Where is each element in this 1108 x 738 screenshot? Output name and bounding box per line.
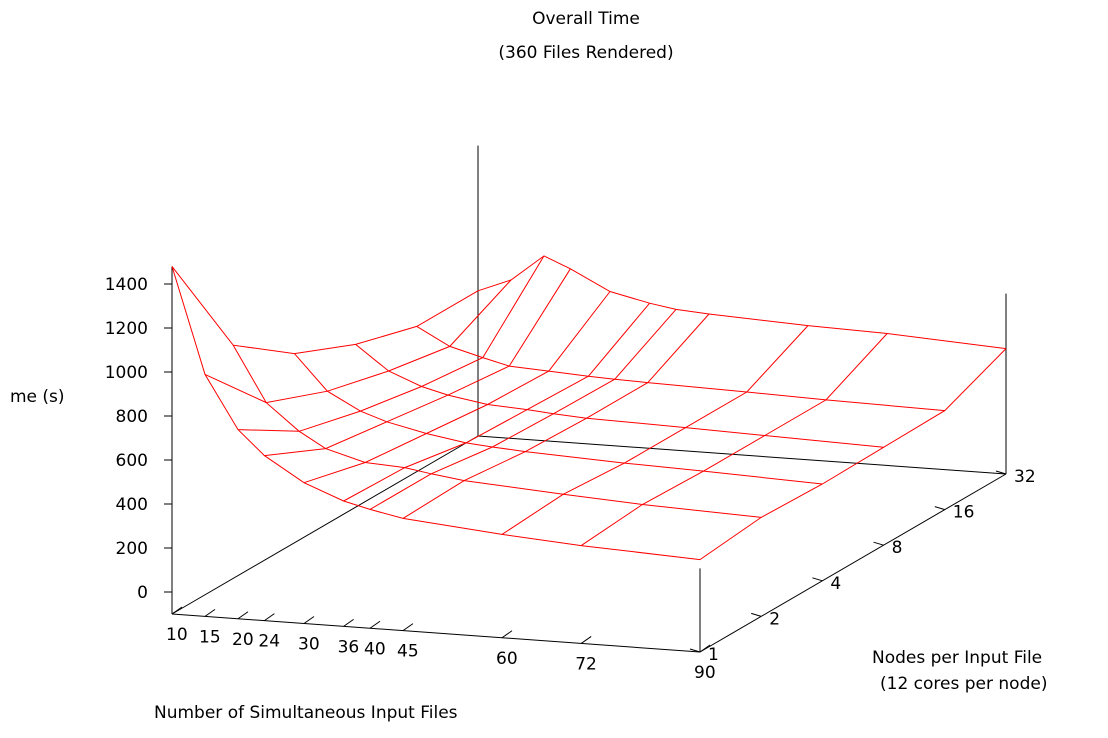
surface-line-y-32 — [477, 255, 1007, 350]
z-tick-label: 1200 — [105, 319, 148, 339]
surface-line-x-45 — [402, 313, 710, 519]
floor-back-edge — [477, 435, 1007, 475]
z-tick-label: 400 — [116, 495, 148, 515]
y-tick-label: 32 — [1014, 467, 1036, 487]
z-tick-label: 1000 — [105, 363, 148, 383]
x-tick-label: 36 — [338, 637, 360, 657]
z-tick-label: 1400 — [105, 275, 148, 295]
surface-line-x-36 — [343, 302, 650, 502]
x-tick-label: 30 — [298, 635, 320, 655]
y-tick-label: 2 — [769, 609, 780, 629]
chart-title: Overall Time — [532, 9, 640, 29]
surface-line-x-30 — [303, 291, 611, 484]
surface-line-x-40 — [369, 309, 677, 510]
surface-line-x-24 — [264, 268, 571, 457]
floor-right-edge — [699, 473, 1007, 653]
z-tick-label: 200 — [116, 539, 148, 559]
surface-line-x-90 — [699, 348, 1007, 561]
x-tick-label: 24 — [258, 632, 280, 652]
x-tick — [171, 606, 183, 615]
x-tick — [699, 644, 711, 653]
x-tick-label: 15 — [199, 627, 221, 647]
surface-line-x-72 — [580, 333, 888, 547]
z-tick-label: 0 — [137, 583, 148, 603]
surface-line-y-16 — [416, 325, 945, 412]
z-tick-label: 800 — [116, 407, 148, 427]
chart-subtitle: (360 Files Rendered) — [498, 43, 673, 63]
x-tick-label: 45 — [397, 642, 419, 662]
z-tick-label: 600 — [116, 451, 148, 471]
y-axis-label-sub: (12 cores per node) — [880, 674, 1047, 694]
x-tick-label: 10 — [166, 625, 188, 645]
y-tick-label: 1 — [708, 645, 719, 665]
x-tick — [204, 608, 216, 617]
floor-left-edge — [171, 435, 479, 615]
y-tick — [873, 541, 884, 546]
x-tick — [402, 623, 414, 632]
y-tick — [812, 577, 823, 582]
y-tick — [689, 648, 701, 653]
surface-line-x-60 — [501, 325, 809, 535]
y-tick — [934, 506, 945, 511]
z-axis-label: me (s) — [10, 387, 65, 407]
tick-labels: 10 15 20 24 30 36 40 45 60 72 90124816320200400600… — [105, 275, 1036, 683]
x-tick — [343, 618, 354, 627]
x-axis-label: Number of Simultaneous Input Files — [154, 703, 458, 723]
y-tick-label: 4 — [830, 574, 841, 594]
x-tick-label: 90 — [694, 663, 716, 683]
surface-line-x-10 — [171, 266, 479, 355]
x-tick-label: 60 — [496, 649, 518, 669]
surface-line-y-8 — [355, 344, 884, 448]
surface-line-x-15 — [204, 279, 512, 404]
x-tick — [580, 636, 592, 644]
surface-line-y-1 — [171, 266, 701, 561]
surface-line-y-4 — [294, 353, 823, 485]
x-tick-label: 20 — [232, 630, 254, 650]
y-tick-label: 8 — [892, 538, 903, 558]
surface-line-y-2 — [232, 344, 762, 518]
x-tick-label: 40 — [364, 639, 386, 659]
x-tick — [501, 630, 513, 639]
y-tick — [995, 470, 1007, 475]
surface-line-x-20 — [237, 255, 545, 432]
floor-front-edge — [171, 613, 701, 653]
x-tick — [303, 616, 315, 624]
plot-frame — [164, 145, 1007, 653]
surface-mesh — [171, 255, 1007, 561]
y-tick — [751, 612, 762, 617]
y-axis-label: Nodes per Input File — [872, 648, 1042, 668]
x-tick — [237, 611, 249, 620]
x-tick-label: 72 — [575, 654, 597, 674]
y-tick-label: 16 — [953, 503, 975, 523]
x-tick — [264, 613, 275, 622]
x-tick — [369, 620, 381, 629]
